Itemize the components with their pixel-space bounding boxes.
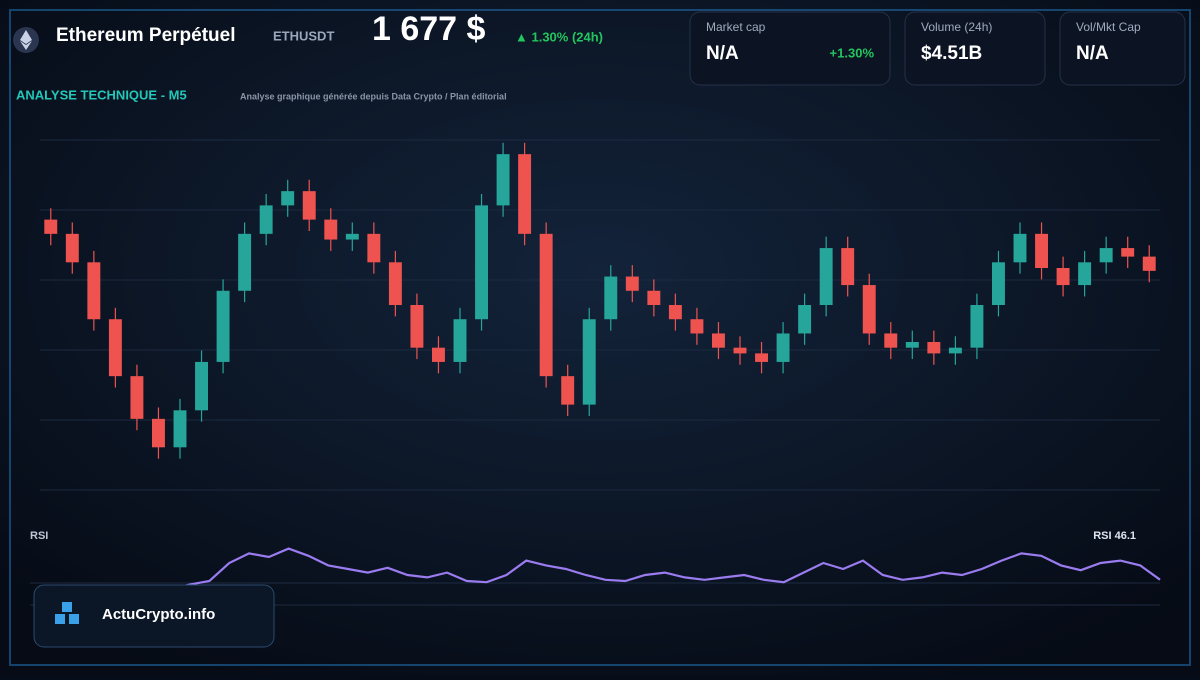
frame [9, 9, 1191, 666]
candle-body [712, 333, 725, 348]
candle-body [345, 233, 359, 240]
candle-body [108, 319, 122, 377]
candle-body [625, 276, 639, 291]
candle-body [238, 233, 252, 291]
change: ▲ 1.30% (24h) [515, 29, 603, 44]
card-label: Market cap [706, 20, 766, 34]
card [689, 11, 891, 86]
candle-body [1121, 248, 1135, 257]
card-label: Vol/Mkt Cap [1076, 20, 1141, 34]
candle-body [905, 342, 919, 348]
eth-logo [20, 30, 32, 50]
candle-body [927, 342, 941, 354]
brand-box [33, 584, 275, 648]
candle-body [862, 285, 876, 334]
candle-body [518, 154, 532, 234]
candle-body [582, 319, 596, 405]
candle-body [173, 410, 187, 448]
card-label: Volume (24h) [921, 20, 992, 34]
candle-body [367, 233, 381, 263]
candle-body [324, 219, 338, 240]
candle-body [1142, 256, 1156, 271]
candle-body [453, 319, 467, 362]
candle-body [259, 205, 273, 234]
card-value: $4.51B [921, 43, 982, 64]
title: Ethereum Perpétuel [56, 25, 236, 46]
candle-body [755, 353, 768, 362]
rsi-title: RSI [30, 530, 48, 542]
candle-body [690, 319, 704, 334]
section-subtitle: Analyse graphique générée depuis Data Cr… [240, 91, 507, 101]
card [904, 11, 1046, 86]
candle-body [992, 262, 1005, 305]
candle-body [647, 290, 661, 305]
candle-body [432, 347, 445, 362]
candle-body [604, 276, 618, 320]
candle-body [819, 248, 833, 305]
candle-body [798, 305, 812, 334]
candle-body [195, 361, 208, 411]
candle-body [948, 347, 962, 354]
brand: ActuCrypto.info [102, 606, 215, 623]
candle-body [970, 305, 984, 348]
candle-body [668, 305, 682, 320]
candle-body [152, 418, 165, 448]
candle-body [733, 347, 747, 354]
card-extra: +1.30% [830, 45, 875, 60]
candle-body [388, 262, 402, 305]
candle-body [776, 333, 790, 362]
candle-body [496, 154, 510, 206]
candle-body [561, 376, 575, 405]
section-title: ANALYSE TECHNIQUE - M5 [16, 87, 187, 102]
candle-body [44, 219, 58, 234]
candle-body [302, 191, 316, 220]
candle-body [281, 191, 295, 206]
candle-body [1056, 268, 1070, 286]
candle-body [216, 290, 230, 362]
candle-body [410, 305, 424, 348]
candle-body [1099, 248, 1113, 263]
candle-body [475, 205, 488, 320]
grid [30, 139, 1160, 606]
candle-body [130, 376, 144, 419]
brand-logo [55, 602, 79, 624]
plot [44, 142, 1161, 591]
candle-body [1013, 233, 1027, 263]
candle-body [539, 233, 553, 377]
candle-body [87, 262, 101, 320]
candle-body [65, 233, 79, 263]
symbol: ETHUSDT [273, 28, 334, 43]
candle-body [841, 248, 855, 286]
rsi-label: RSI 46.1 [1093, 530, 1136, 542]
candle-body [884, 333, 898, 348]
rsi-line [149, 547, 1161, 591]
candle-body [1035, 233, 1048, 268]
price: 1 677 $ [372, 10, 486, 48]
card [1059, 11, 1186, 86]
candle-body [1078, 262, 1092, 286]
card-value: N/A [706, 43, 739, 64]
card-value: N/A [1076, 43, 1109, 64]
